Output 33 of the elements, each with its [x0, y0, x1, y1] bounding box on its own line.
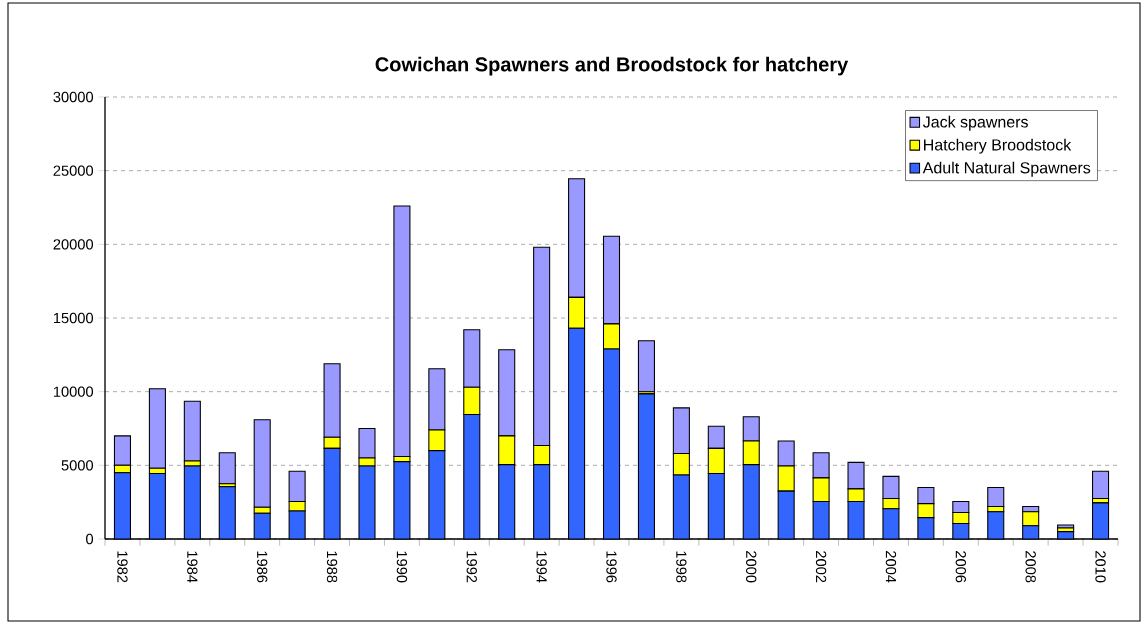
y-tick-label: 25000: [53, 165, 94, 176]
legend-label: Adult Natural Spawners: [922, 161, 1091, 177]
legend-label: Jack spawners: [922, 115, 1028, 131]
bar: [218, 452, 236, 485]
x-tick-label: 1992: [466, 551, 477, 583]
y-tick-label: 30000: [53, 91, 94, 103]
x-tick-label: 2004: [885, 551, 897, 583]
x-tick-label: 2010: [1095, 551, 1106, 583]
x-tick-label: 1982: [117, 551, 128, 583]
y-tick-label: 5000: [61, 460, 94, 471]
x-tick-label: 1998: [676, 551, 687, 583]
x-tick-label: 2002: [815, 551, 827, 583]
bar: [987, 486, 1005, 508]
bar: [1092, 470, 1110, 500]
x-tick-label: 1990: [396, 551, 408, 583]
bar: [183, 400, 201, 462]
y-tick-label: 10000: [53, 386, 94, 397]
y-tick-label: 15000: [53, 312, 94, 324]
bar: [148, 388, 166, 469]
x-tick-label: 1988: [326, 551, 338, 583]
bar: [637, 340, 655, 393]
y-tick-label: 0: [86, 533, 94, 545]
x-tick-label: 1986: [257, 551, 268, 583]
x-tick-label: 1994: [536, 551, 547, 583]
x-tick-label: 2000: [746, 551, 757, 583]
bar: [393, 205, 411, 458]
y-tick-label: 20000: [53, 239, 94, 250]
x-tick-label: 2006: [955, 551, 966, 583]
x-tick-label: 1984: [187, 551, 198, 583]
legend-label: Hatchery Broodstock: [924, 138, 1072, 154]
x-tick-label: 1996: [606, 551, 617, 583]
x-tick-label: 2008: [1025, 551, 1036, 583]
chart-title: Cowichan Spawners and Broodstock for hatchery: [375, 56, 849, 76]
